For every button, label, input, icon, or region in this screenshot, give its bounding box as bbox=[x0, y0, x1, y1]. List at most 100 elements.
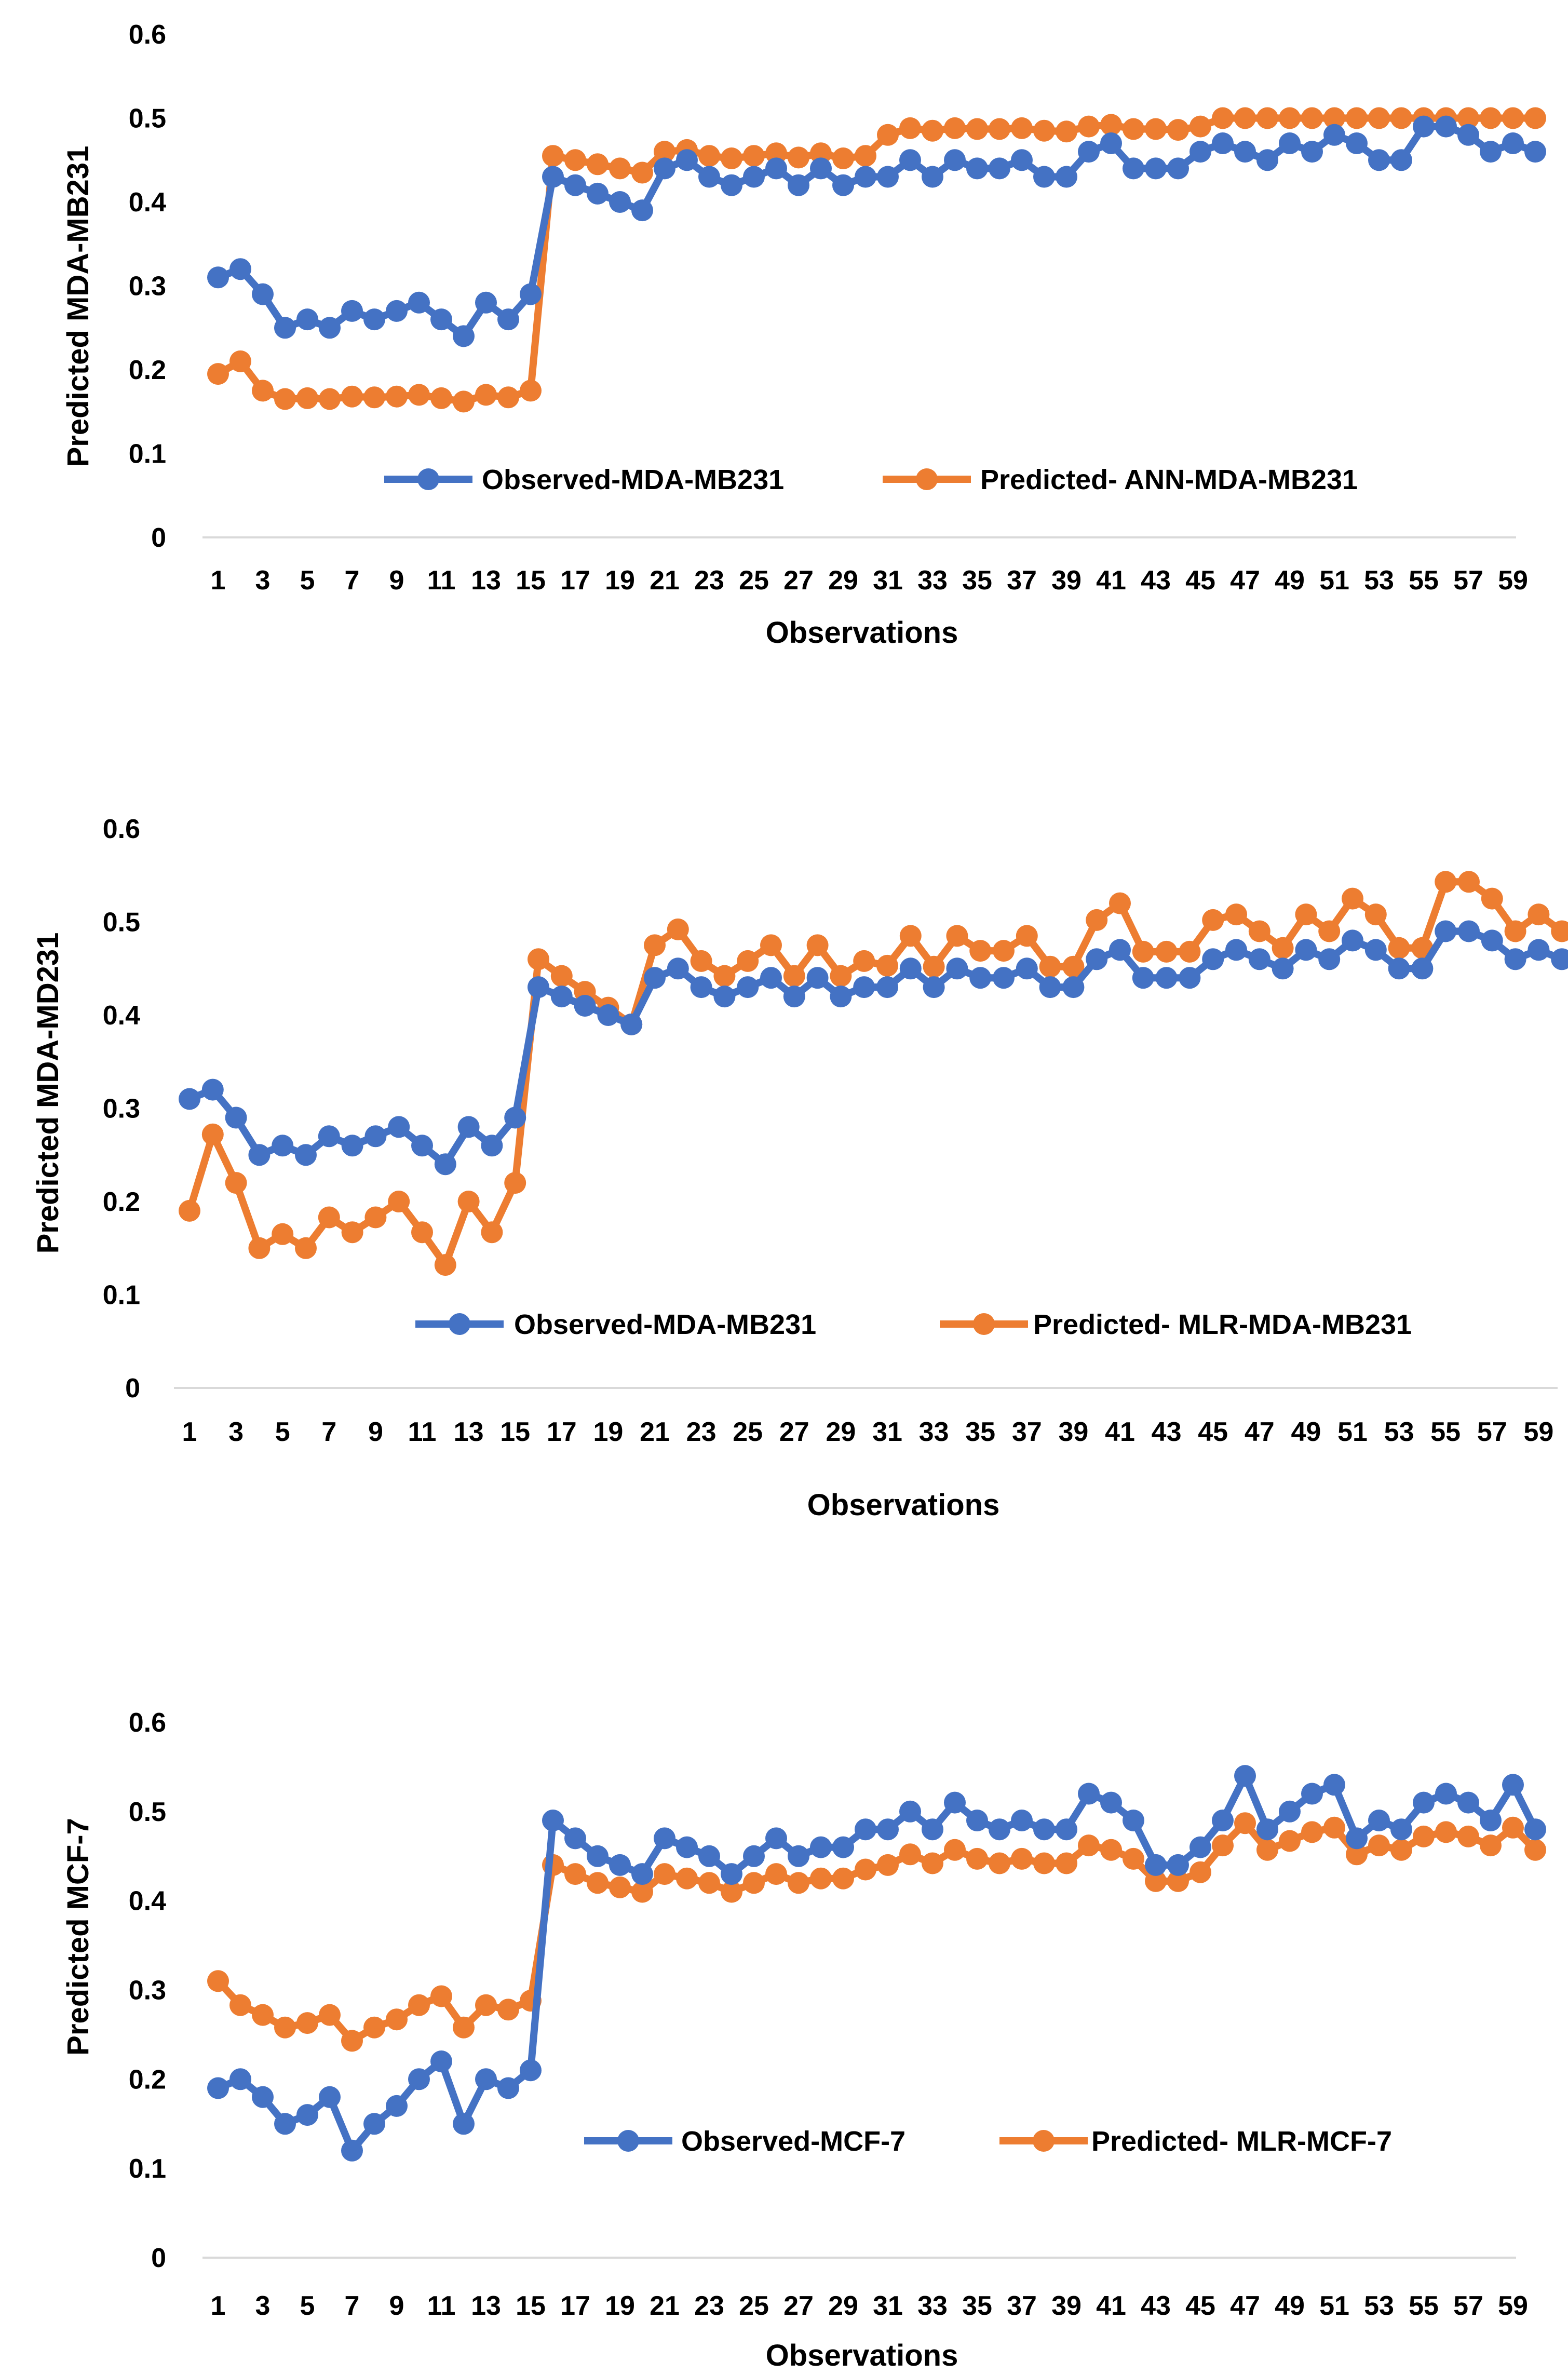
data-point bbox=[1056, 1852, 1077, 1874]
data-point bbox=[408, 2068, 430, 2090]
data-point bbox=[296, 2104, 318, 2126]
data-point bbox=[1435, 920, 1457, 942]
data-point bbox=[1551, 920, 1568, 942]
data-point bbox=[457, 1191, 480, 1212]
data-point bbox=[296, 387, 318, 409]
data-point bbox=[550, 986, 573, 1008]
data-point bbox=[676, 1867, 698, 1890]
data-point bbox=[832, 174, 854, 196]
data-point bbox=[520, 380, 542, 402]
data-point bbox=[1504, 948, 1526, 970]
data-point bbox=[1301, 141, 1323, 163]
data-point bbox=[497, 386, 519, 409]
y-tick-label: 0.5 bbox=[129, 1797, 166, 1827]
data-point bbox=[386, 2095, 408, 2117]
data-point bbox=[1368, 1810, 1390, 1831]
data-point bbox=[946, 957, 968, 980]
x-tick-label: 39 bbox=[1058, 1417, 1088, 1447]
y-axis-title: Predicted MCF-7 bbox=[61, 1818, 95, 2056]
data-point bbox=[1279, 132, 1301, 154]
x-tick-label: 11 bbox=[427, 565, 456, 596]
legend-marker-predicted bbox=[916, 468, 938, 490]
data-point bbox=[1413, 1791, 1435, 1814]
data-point bbox=[453, 325, 475, 347]
data-point bbox=[1056, 166, 1077, 188]
data-point bbox=[1179, 967, 1201, 989]
legend-marker-predicted bbox=[973, 1313, 995, 1335]
data-point bbox=[654, 141, 675, 163]
data-point bbox=[542, 166, 564, 188]
data-point bbox=[783, 986, 805, 1008]
data-point bbox=[1155, 967, 1178, 989]
data-point bbox=[475, 291, 497, 314]
data-point bbox=[1368, 149, 1390, 171]
data-point bbox=[1100, 1791, 1122, 1814]
x-tick-label: 33 bbox=[917, 2291, 948, 2321]
data-point bbox=[1524, 1839, 1546, 1861]
data-point bbox=[1411, 957, 1434, 980]
x-tick-label: 33 bbox=[917, 565, 948, 596]
data-point bbox=[475, 2068, 497, 2090]
data-point bbox=[810, 1836, 832, 1858]
data-point bbox=[830, 986, 852, 1008]
data-point bbox=[1388, 937, 1410, 959]
data-point bbox=[1123, 157, 1144, 180]
data-point bbox=[364, 1206, 387, 1229]
y-ticks: 0 0.1 0.2 0.3 0.4 0.5 0.6 bbox=[129, 20, 166, 553]
data-point bbox=[1225, 903, 1247, 926]
data-point bbox=[1086, 909, 1108, 931]
data-point bbox=[765, 1863, 787, 1885]
x-tick-label: 15 bbox=[516, 2291, 546, 2321]
data-point bbox=[179, 1088, 200, 1110]
data-point bbox=[1100, 1839, 1122, 1861]
x-tick-label: 3 bbox=[228, 1417, 244, 1447]
data-point bbox=[855, 1858, 876, 1881]
x-tick-label: 37 bbox=[1012, 1417, 1042, 1447]
data-point bbox=[1323, 124, 1345, 146]
data-point bbox=[386, 2008, 408, 2031]
data-point bbox=[946, 925, 968, 947]
data-point bbox=[1011, 1810, 1033, 1831]
data-point bbox=[855, 1818, 876, 1841]
data-point bbox=[430, 2050, 452, 2072]
data-point bbox=[899, 117, 921, 139]
data-point bbox=[853, 976, 875, 998]
data-point bbox=[574, 995, 596, 1017]
x-tick-label: 37 bbox=[1007, 2291, 1037, 2321]
x-tick-label: 37 bbox=[1007, 565, 1037, 596]
data-point bbox=[877, 124, 899, 146]
data-point bbox=[743, 145, 765, 167]
data-point bbox=[564, 1827, 586, 1850]
data-point bbox=[225, 1172, 247, 1194]
data-point bbox=[1145, 1870, 1167, 1892]
data-point bbox=[520, 283, 542, 305]
data-point bbox=[631, 1881, 653, 1903]
x-tick-label: 3 bbox=[255, 2291, 271, 2321]
data-point bbox=[1502, 107, 1524, 129]
data-point bbox=[944, 1791, 966, 1814]
data-point bbox=[1248, 948, 1270, 970]
data-point bbox=[1212, 132, 1234, 154]
x-tick-label: 29 bbox=[828, 2291, 858, 2321]
data-point bbox=[1279, 107, 1301, 129]
y-tick-label: 0.1 bbox=[103, 1280, 140, 1311]
legend-label-observed: Observed-MDA-MB231 bbox=[514, 1309, 816, 1340]
data-point bbox=[319, 2086, 341, 2108]
data-point bbox=[944, 117, 966, 139]
data-point bbox=[207, 1970, 229, 1992]
data-point bbox=[179, 1199, 200, 1222]
data-point bbox=[832, 1836, 854, 1858]
data-point bbox=[1167, 1870, 1189, 1892]
x-tick-label: 3 bbox=[255, 565, 271, 596]
data-point bbox=[1189, 1836, 1211, 1858]
data-point bbox=[1435, 1783, 1457, 1805]
data-point bbox=[1368, 1834, 1390, 1857]
x-tick-label: 31 bbox=[873, 2291, 903, 2321]
x-axis-title: Observations bbox=[766, 2339, 958, 2372]
data-point bbox=[876, 976, 898, 998]
data-point bbox=[1078, 1834, 1100, 1857]
data-point bbox=[1039, 955, 1061, 978]
data-point bbox=[318, 1125, 340, 1148]
data-point bbox=[760, 967, 782, 989]
data-point bbox=[1234, 141, 1256, 163]
